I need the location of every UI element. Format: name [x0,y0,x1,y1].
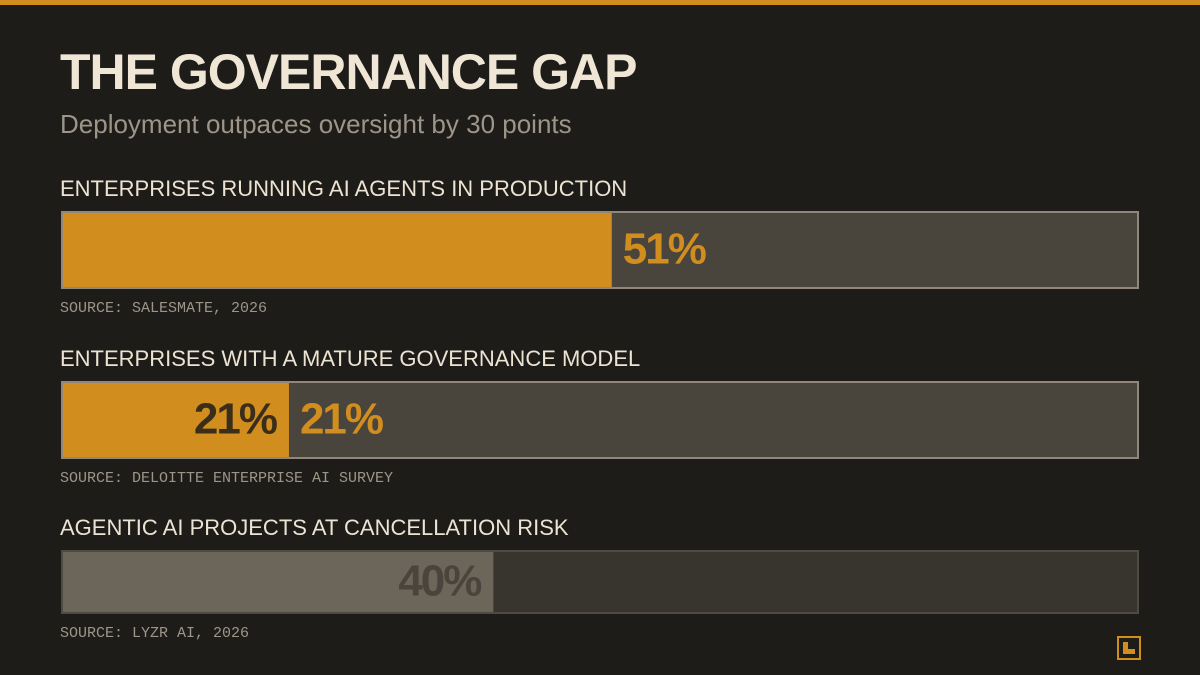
logo [1117,636,1141,660]
bar [63,552,494,612]
source-label: SOURCE: DELOITTE ENTERPRISE AI SURVEY [60,470,393,487]
category-label: ENTERPRISES WITH A MATURE GOVERNANCE MOD… [60,346,640,371]
value-label: 51% [623,225,706,274]
source-label: SOURCE: LYZR AI, 2026 [60,625,249,642]
value-label-inside: 21% [194,395,277,444]
top-rule [0,0,1200,5]
category-label: AGENTIC AI PROJECTS AT CANCELLATION RISK [60,515,569,540]
bar [63,383,289,457]
value-label: 21% [300,395,383,444]
value-label-inside: 40% [398,557,481,606]
bar [63,213,612,287]
chart-title: THE GOVERNANCE GAP [60,44,637,100]
category-label: ENTERPRISES RUNNING AI AGENTS IN PRODUCT… [60,176,627,201]
source-label: SOURCE: SALESMATE, 2026 [60,300,267,317]
chart-subtitle: Deployment outpaces oversight by 30 poin… [60,109,572,139]
